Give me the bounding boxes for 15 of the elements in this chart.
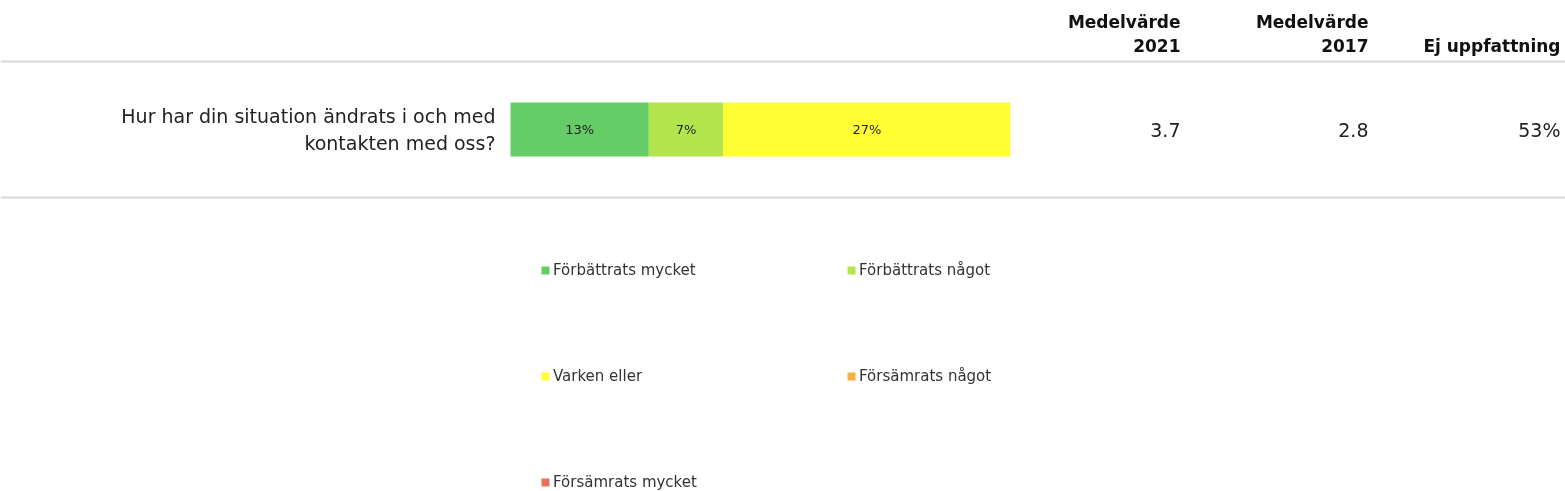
- data-label: 7%: [675, 122, 697, 137]
- text: 3.7: [1150, 118, 1181, 141]
- text: Ej uppfattning: [1423, 35, 1561, 56]
- y-tick-label: Hur har din situation ändrats i och med kontakten med oss?: [121, 104, 496, 155]
- legend-label: Varken eller: [553, 367, 644, 385]
- text: 2.8: [1338, 118, 1369, 141]
- data-label: 13%: [565, 122, 595, 137]
- data-label: 27%: [852, 122, 882, 137]
- legend-label: Förbättrats något: [859, 261, 991, 279]
- text: 53%: [1518, 118, 1561, 141]
- legend-label: Försämrats mycket: [553, 473, 698, 491]
- legend-label: Förbättrats mycket: [553, 261, 697, 279]
- text: Medelvärde 2017: [1255, 11, 1369, 56]
- legend-label: Försämrats något: [859, 367, 993, 385]
- text: Medelvärde 2021: [1067, 11, 1181, 56]
